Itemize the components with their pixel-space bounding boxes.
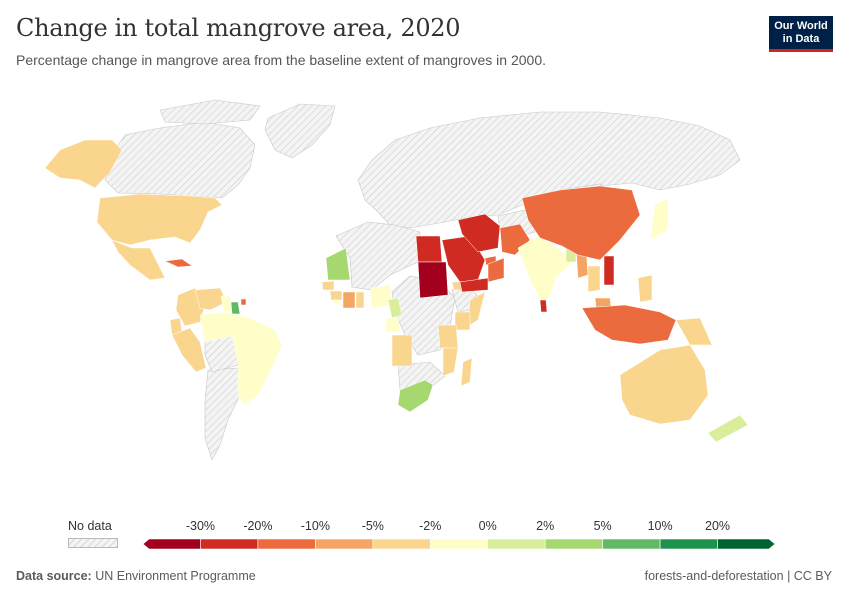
country-kenya[interactable]: Kenya [454, 311, 471, 331]
country-japan[interactable]: Japan [649, 197, 669, 241]
country-guinea[interactable]: Guinea [329, 290, 343, 301]
country-yemen[interactable]: UAE [459, 277, 489, 293]
legend-bin[interactable] [602, 538, 661, 550]
legend-tick-label: -2% [419, 519, 442, 533]
world-map: Alaska (USA) United States Mexico Cuba C… [44, 99, 749, 461]
country-senegal[interactable]: Senegal [321, 280, 335, 291]
legend-tick-label: 10% [647, 519, 673, 533]
legend-tick-label: -30% [185, 519, 216, 533]
country-guyana[interactable]: Guyana [220, 295, 233, 313]
country-nigeria[interactable]: Nigeria [369, 284, 393, 309]
country-egypt[interactable]: Egypt [415, 235, 443, 263]
chart-subtitle: Percentage change in mangrove area from … [16, 52, 546, 68]
country-gabon[interactable]: Gabon [385, 317, 401, 333]
country-ivory-coast[interactable]: Ivory Coast [342, 291, 356, 309]
country-new-zealand[interactable]: New Zealand [707, 414, 749, 443]
country-ghana[interactable]: Ghana [355, 291, 365, 309]
legend-tick-label: -5% [361, 519, 384, 533]
country-venezuela[interactable]: Venezuela [194, 287, 228, 311]
data-source-value: UN Environment Programme [95, 569, 256, 583]
legend-no-data-label: No data [68, 519, 112, 533]
legend-bin[interactable] [659, 538, 718, 550]
legend-tick-label: 0% [478, 519, 497, 533]
country-peru[interactable]: Peru [171, 327, 207, 373]
legend-bin[interactable] [315, 538, 374, 550]
legend-bin[interactable] [429, 538, 489, 550]
argentina-chile-nodata[interactable] [204, 367, 241, 461]
country-cuba[interactable]: Cuba [164, 258, 193, 268]
country-china[interactable]: China [521, 185, 641, 261]
mangrove-countries: Alaska (USA) United States Mexico Cuba C… [44, 139, 749, 443]
southern-africa-nodata[interactable] [397, 361, 446, 391]
country-united-states[interactable]: United States [96, 193, 223, 246]
country-india[interactable]: India [517, 235, 573, 301]
logo-line-2: in Data [782, 33, 820, 45]
legend-bin[interactable] [372, 538, 431, 550]
data-source-label: Data source: [16, 569, 92, 583]
country-oman[interactable]: Oman [487, 257, 505, 283]
country-alaska[interactable]: Alaska (USA) [44, 139, 123, 189]
legend-color-scale [142, 538, 776, 550]
country-mexico[interactable]: Mexico [111, 239, 166, 281]
country-philippines[interactable]: Philippines [637, 274, 653, 303]
country-thailand[interactable]: Thailand [587, 265, 601, 293]
legend-bin[interactable] [717, 538, 776, 550]
country-vietnam[interactable]: Vietnam [603, 255, 615, 286]
country-sierra-leone[interactable]: Sierra Leone [333, 299, 341, 306]
country-australia[interactable]: Australia [619, 344, 709, 425]
country-mauritania[interactable]: Mauritania [325, 247, 351, 281]
legend-tick-label: 20% [705, 519, 731, 533]
north-africa-nodata[interactable] [335, 221, 421, 291]
canada-nodata[interactable] [104, 121, 256, 199]
legend-bin[interactable] [544, 538, 603, 550]
legend-bin[interactable] [142, 538, 201, 550]
country-tanzania[interactable]: Tanzania [437, 324, 459, 349]
legend-bin[interactable] [257, 538, 316, 550]
legend-tick-label: 5% [593, 519, 612, 533]
country-papua-new-guinea[interactable]: Papua New Guinea [675, 317, 713, 346]
country-indonesia[interactable]: Indonesia [581, 304, 677, 345]
arctic-islands-nodata[interactable] [159, 99, 261, 125]
country-mozambique[interactable]: Mozambique [442, 347, 459, 377]
legend-tick-label: -10% [300, 519, 330, 533]
country-iran[interactable]: Iran [457, 213, 501, 253]
country-brazil[interactable]: Brazil [199, 311, 283, 406]
legend-tick-label: -20% [243, 519, 273, 533]
legend-bin[interactable] [200, 538, 259, 550]
legend-no-data-swatch [68, 538, 118, 548]
country-french-guiana[interactable]: French Guiana [240, 298, 247, 306]
country-sri-lanka[interactable]: Sri Lanka [539, 299, 548, 313]
greenland-nodata[interactable] [264, 103, 336, 159]
country-angola[interactable]: Angola [391, 334, 413, 367]
country-cameroon[interactable]: Cameroon [387, 297, 403, 319]
country-sudan[interactable]: Sudan [417, 261, 449, 299]
data-source: Data source: UN Environment Programme [16, 569, 256, 583]
logo-line-1: Our World [774, 20, 828, 32]
footer-license[interactable]: forests-and-deforestation | CC BY [644, 569, 832, 583]
owid-logo[interactable]: Our World in Data [769, 16, 833, 52]
legend-tick-label: 2% [536, 519, 555, 533]
country-madagascar[interactable]: Madagascar [460, 357, 473, 387]
europe-russia-nodata[interactable] [357, 111, 741, 229]
country-suriname[interactable]: Suriname [230, 301, 241, 315]
legend-bin[interactable] [487, 538, 546, 550]
chart-title: Change in total mangrove area, 2020 [16, 14, 461, 42]
country-south-africa[interactable]: South Africa [397, 379, 434, 413]
